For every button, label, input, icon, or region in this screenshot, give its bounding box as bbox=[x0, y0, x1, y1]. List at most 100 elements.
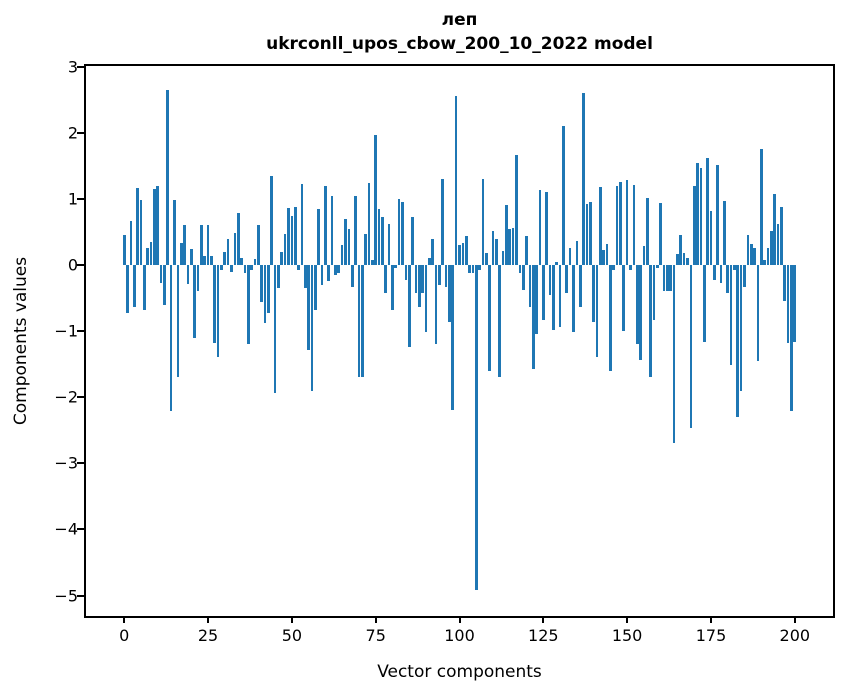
bar bbox=[508, 228, 512, 265]
bar bbox=[401, 202, 404, 265]
x-tick-label: 200 bbox=[779, 626, 811, 645]
bar bbox=[733, 264, 736, 270]
bar bbox=[283, 233, 287, 265]
x-tick-mark bbox=[374, 616, 377, 623]
bar bbox=[655, 264, 659, 269]
bar bbox=[612, 264, 616, 270]
bar bbox=[776, 223, 780, 265]
y-tick-label: −4 bbox=[54, 519, 78, 539]
bar bbox=[414, 264, 418, 294]
y-tick-mark bbox=[77, 330, 84, 333]
bar bbox=[287, 208, 290, 265]
bar bbox=[786, 264, 790, 343]
bar bbox=[696, 162, 699, 265]
bar bbox=[136, 188, 139, 265]
bar bbox=[293, 207, 297, 265]
bar bbox=[313, 264, 317, 310]
bar bbox=[723, 200, 726, 265]
bar bbox=[310, 264, 314, 392]
bar bbox=[679, 235, 683, 265]
y-tick-label: 0 bbox=[67, 255, 78, 275]
bar bbox=[712, 264, 716, 280]
bar bbox=[176, 264, 180, 378]
bar bbox=[635, 264, 639, 344]
bar bbox=[595, 264, 599, 357]
bar bbox=[592, 264, 595, 322]
y-tick-mark bbox=[77, 528, 84, 531]
bar bbox=[749, 244, 753, 265]
y-tick-label: −5 bbox=[54, 586, 78, 605]
x-tick-label: 175 bbox=[695, 626, 727, 645]
bar bbox=[169, 264, 173, 412]
bar bbox=[632, 184, 636, 265]
bar bbox=[303, 264, 307, 289]
bar bbox=[746, 235, 750, 265]
bar bbox=[260, 264, 263, 302]
bar bbox=[468, 264, 471, 273]
bar bbox=[377, 208, 381, 265]
x-tick-mark bbox=[290, 616, 293, 623]
bar bbox=[692, 185, 696, 265]
bar bbox=[417, 264, 421, 307]
x-tick-label: 0 bbox=[119, 626, 130, 645]
bar bbox=[682, 253, 686, 265]
bar bbox=[263, 264, 267, 324]
bar bbox=[397, 198, 401, 265]
bar bbox=[558, 264, 562, 328]
bars-container bbox=[86, 66, 833, 616]
bar bbox=[753, 247, 756, 265]
x-tick-mark bbox=[458, 616, 461, 623]
bar bbox=[666, 264, 669, 292]
bar bbox=[575, 241, 579, 265]
x-tick-mark bbox=[710, 616, 712, 623]
bar bbox=[528, 264, 532, 307]
bar bbox=[598, 186, 602, 265]
bar bbox=[129, 220, 133, 265]
bar bbox=[622, 264, 626, 332]
bar bbox=[478, 264, 481, 271]
bar bbox=[240, 258, 243, 265]
bar bbox=[652, 264, 656, 320]
bar bbox=[541, 264, 545, 321]
chart-title-model: ukrconll_upos_cbow_200_10_2022 model bbox=[266, 34, 653, 54]
bar bbox=[729, 264, 733, 366]
bar bbox=[495, 238, 498, 265]
bar bbox=[143, 264, 146, 310]
bar bbox=[756, 264, 760, 361]
bar bbox=[324, 186, 327, 265]
bar bbox=[340, 245, 344, 265]
bar bbox=[179, 242, 183, 265]
bar bbox=[438, 264, 441, 285]
bar bbox=[360, 264, 364, 377]
bar bbox=[374, 135, 377, 265]
x-tick-label: 50 bbox=[281, 626, 303, 645]
bar bbox=[578, 264, 582, 307]
bar bbox=[689, 264, 693, 429]
x-tick-label: 100 bbox=[444, 626, 475, 645]
y-tick-label: 1 bbox=[67, 189, 78, 209]
bar bbox=[347, 228, 351, 265]
bar bbox=[216, 264, 220, 357]
x-tick-label: 125 bbox=[528, 626, 559, 645]
bar bbox=[488, 264, 491, 371]
bar bbox=[230, 264, 233, 273]
bar bbox=[474, 264, 478, 591]
bar bbox=[381, 217, 384, 265]
bar bbox=[273, 264, 277, 393]
y-tick-mark bbox=[77, 396, 84, 399]
bar bbox=[649, 264, 652, 378]
bar bbox=[451, 264, 455, 410]
bar bbox=[163, 264, 166, 306]
bar bbox=[619, 182, 622, 265]
bar bbox=[407, 264, 411, 347]
bar bbox=[391, 264, 394, 310]
bar bbox=[458, 245, 461, 265]
bar bbox=[153, 188, 156, 265]
bar bbox=[424, 264, 428, 332]
y-tick-label: −3 bbox=[54, 453, 78, 473]
bar bbox=[548, 264, 552, 295]
bar bbox=[471, 264, 475, 273]
bar bbox=[203, 256, 207, 265]
y-tick-mark bbox=[77, 594, 84, 597]
bar bbox=[421, 264, 424, 294]
